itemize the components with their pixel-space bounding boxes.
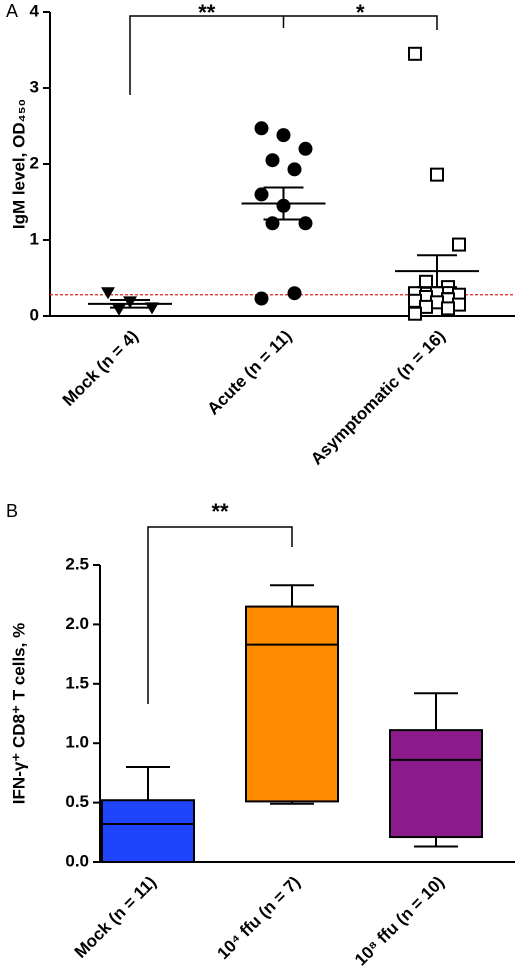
significance-label: *	[356, 0, 365, 25]
significance-label: **	[211, 499, 229, 524]
data-point	[254, 187, 269, 202]
y-tick-label: 1	[30, 229, 39, 248]
data-point	[419, 274, 433, 289]
y-axis-label: IFN-γ⁺ CD8⁺ T cells, %	[9, 623, 28, 804]
data-point	[254, 121, 269, 136]
x-tick-label: 10⁸ ffu (n = 10)	[351, 873, 448, 970]
y-tick-label: 2.0	[65, 614, 89, 633]
data-point	[254, 291, 269, 306]
data-point	[430, 167, 444, 182]
data-point	[441, 301, 455, 316]
data-point	[112, 303, 126, 316]
box	[389, 729, 483, 839]
significance-bracket	[147, 526, 293, 704]
panel-label: B	[6, 501, 18, 521]
data-point	[298, 141, 313, 156]
y-tick-label: 2	[30, 153, 39, 172]
data-point	[408, 46, 422, 61]
y-tick-label: 0.0	[65, 851, 89, 870]
data-point	[265, 216, 280, 231]
significance-bracket	[129, 15, 438, 95]
x-tick-label: Acute (n = 11)	[204, 327, 296, 419]
data-point	[298, 216, 313, 231]
data-point	[287, 162, 302, 177]
x-tick-label: Mock (n = 4)	[59, 327, 142, 410]
data-point	[452, 237, 466, 252]
y-tick-label: 0.5	[65, 792, 89, 811]
box	[101, 799, 195, 863]
x-tick-label: 10⁴ ffu (n = 7)	[213, 873, 304, 964]
data-point	[408, 306, 422, 321]
y-tick-label: 3	[30, 77, 39, 96]
panel-label: A	[6, 1, 18, 21]
significance-label: **	[198, 0, 216, 25]
data-point	[145, 302, 159, 315]
x-tick-label: Mock (n = 11)	[71, 873, 160, 962]
x-tick-label: Asymptomatic (n = 16)	[307, 327, 449, 469]
y-tick-label: 0	[30, 305, 39, 324]
box	[245, 605, 339, 803]
data-point	[265, 153, 280, 168]
data-point	[101, 287, 115, 300]
data-point	[287, 286, 302, 301]
y-tick-label: 2.5	[65, 554, 89, 573]
y-tick-label: 4	[30, 1, 40, 20]
data-point	[276, 128, 291, 143]
y-tick-label: 1.0	[65, 733, 89, 752]
y-tick-label: 1.5	[65, 673, 89, 692]
y-axis-label: IgM level, OD₄₅₀	[9, 99, 28, 229]
